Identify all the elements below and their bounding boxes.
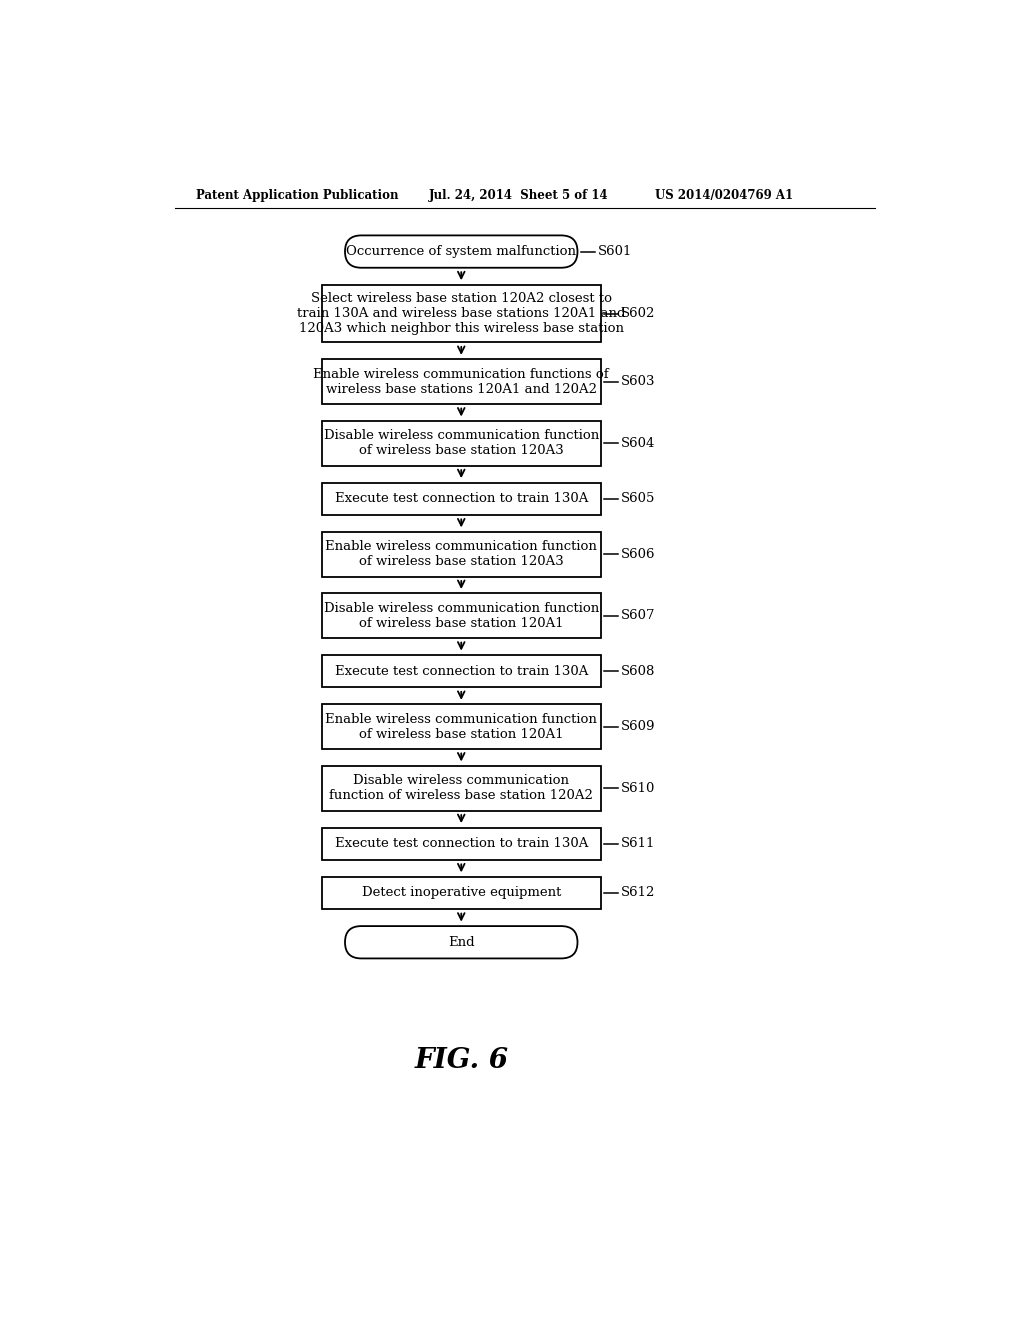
Bar — [322, 421, 601, 466]
Text: Disable wireless communication function
of wireless base station 120A3: Disable wireless communication function … — [324, 429, 599, 457]
Text: Select wireless base station 120A2 closest to
train 130A and wireless base stati: Select wireless base station 120A2 close… — [297, 292, 626, 335]
Text: Jul. 24, 2014  Sheet 5 of 14: Jul. 24, 2014 Sheet 5 of 14 — [429, 189, 608, 202]
Text: S606: S606 — [621, 548, 655, 561]
Text: S601: S601 — [598, 246, 632, 259]
Bar — [322, 594, 601, 638]
Text: Execute test connection to train 130A: Execute test connection to train 130A — [335, 492, 588, 506]
Bar — [322, 285, 601, 342]
Bar — [322, 359, 601, 404]
Text: Execute test connection to train 130A: Execute test connection to train 130A — [335, 837, 588, 850]
FancyBboxPatch shape — [345, 235, 578, 268]
Text: S605: S605 — [621, 492, 655, 506]
Text: S612: S612 — [621, 887, 655, 899]
Text: US 2014/0204769 A1: US 2014/0204769 A1 — [655, 189, 794, 202]
Text: End: End — [447, 936, 474, 949]
Text: Enable wireless communication function
of wireless base station 120A3: Enable wireless communication function o… — [326, 540, 597, 568]
Bar — [322, 876, 601, 909]
Text: S611: S611 — [621, 837, 655, 850]
Bar — [322, 532, 601, 577]
Text: Occurrence of system malfunction: Occurrence of system malfunction — [346, 246, 577, 259]
Text: FIG. 6: FIG. 6 — [415, 1047, 508, 1074]
Text: S609: S609 — [621, 721, 655, 733]
FancyBboxPatch shape — [345, 927, 578, 958]
Bar — [322, 483, 601, 515]
Text: S602: S602 — [621, 308, 655, 319]
Bar — [322, 655, 601, 688]
Text: S610: S610 — [621, 781, 655, 795]
Text: S607: S607 — [621, 610, 655, 622]
Text: Patent Application Publication: Patent Application Publication — [197, 189, 398, 202]
Text: Detect inoperative equipment: Detect inoperative equipment — [361, 887, 561, 899]
Bar — [322, 766, 601, 810]
Text: Enable wireless communication functions of
wireless base stations 120A1 and 120A: Enable wireless communication functions … — [313, 368, 609, 396]
Text: S608: S608 — [621, 665, 655, 677]
Text: S604: S604 — [621, 437, 655, 450]
Text: Disable wireless communication function
of wireless base station 120A1: Disable wireless communication function … — [324, 602, 599, 630]
Text: Disable wireless communication
function of wireless base station 120A2: Disable wireless communication function … — [330, 775, 593, 803]
Bar — [322, 705, 601, 748]
Text: S603: S603 — [621, 375, 655, 388]
Text: Execute test connection to train 130A: Execute test connection to train 130A — [335, 665, 588, 677]
Text: Enable wireless communication function
of wireless base station 120A1: Enable wireless communication function o… — [326, 713, 597, 741]
Bar — [322, 828, 601, 859]
